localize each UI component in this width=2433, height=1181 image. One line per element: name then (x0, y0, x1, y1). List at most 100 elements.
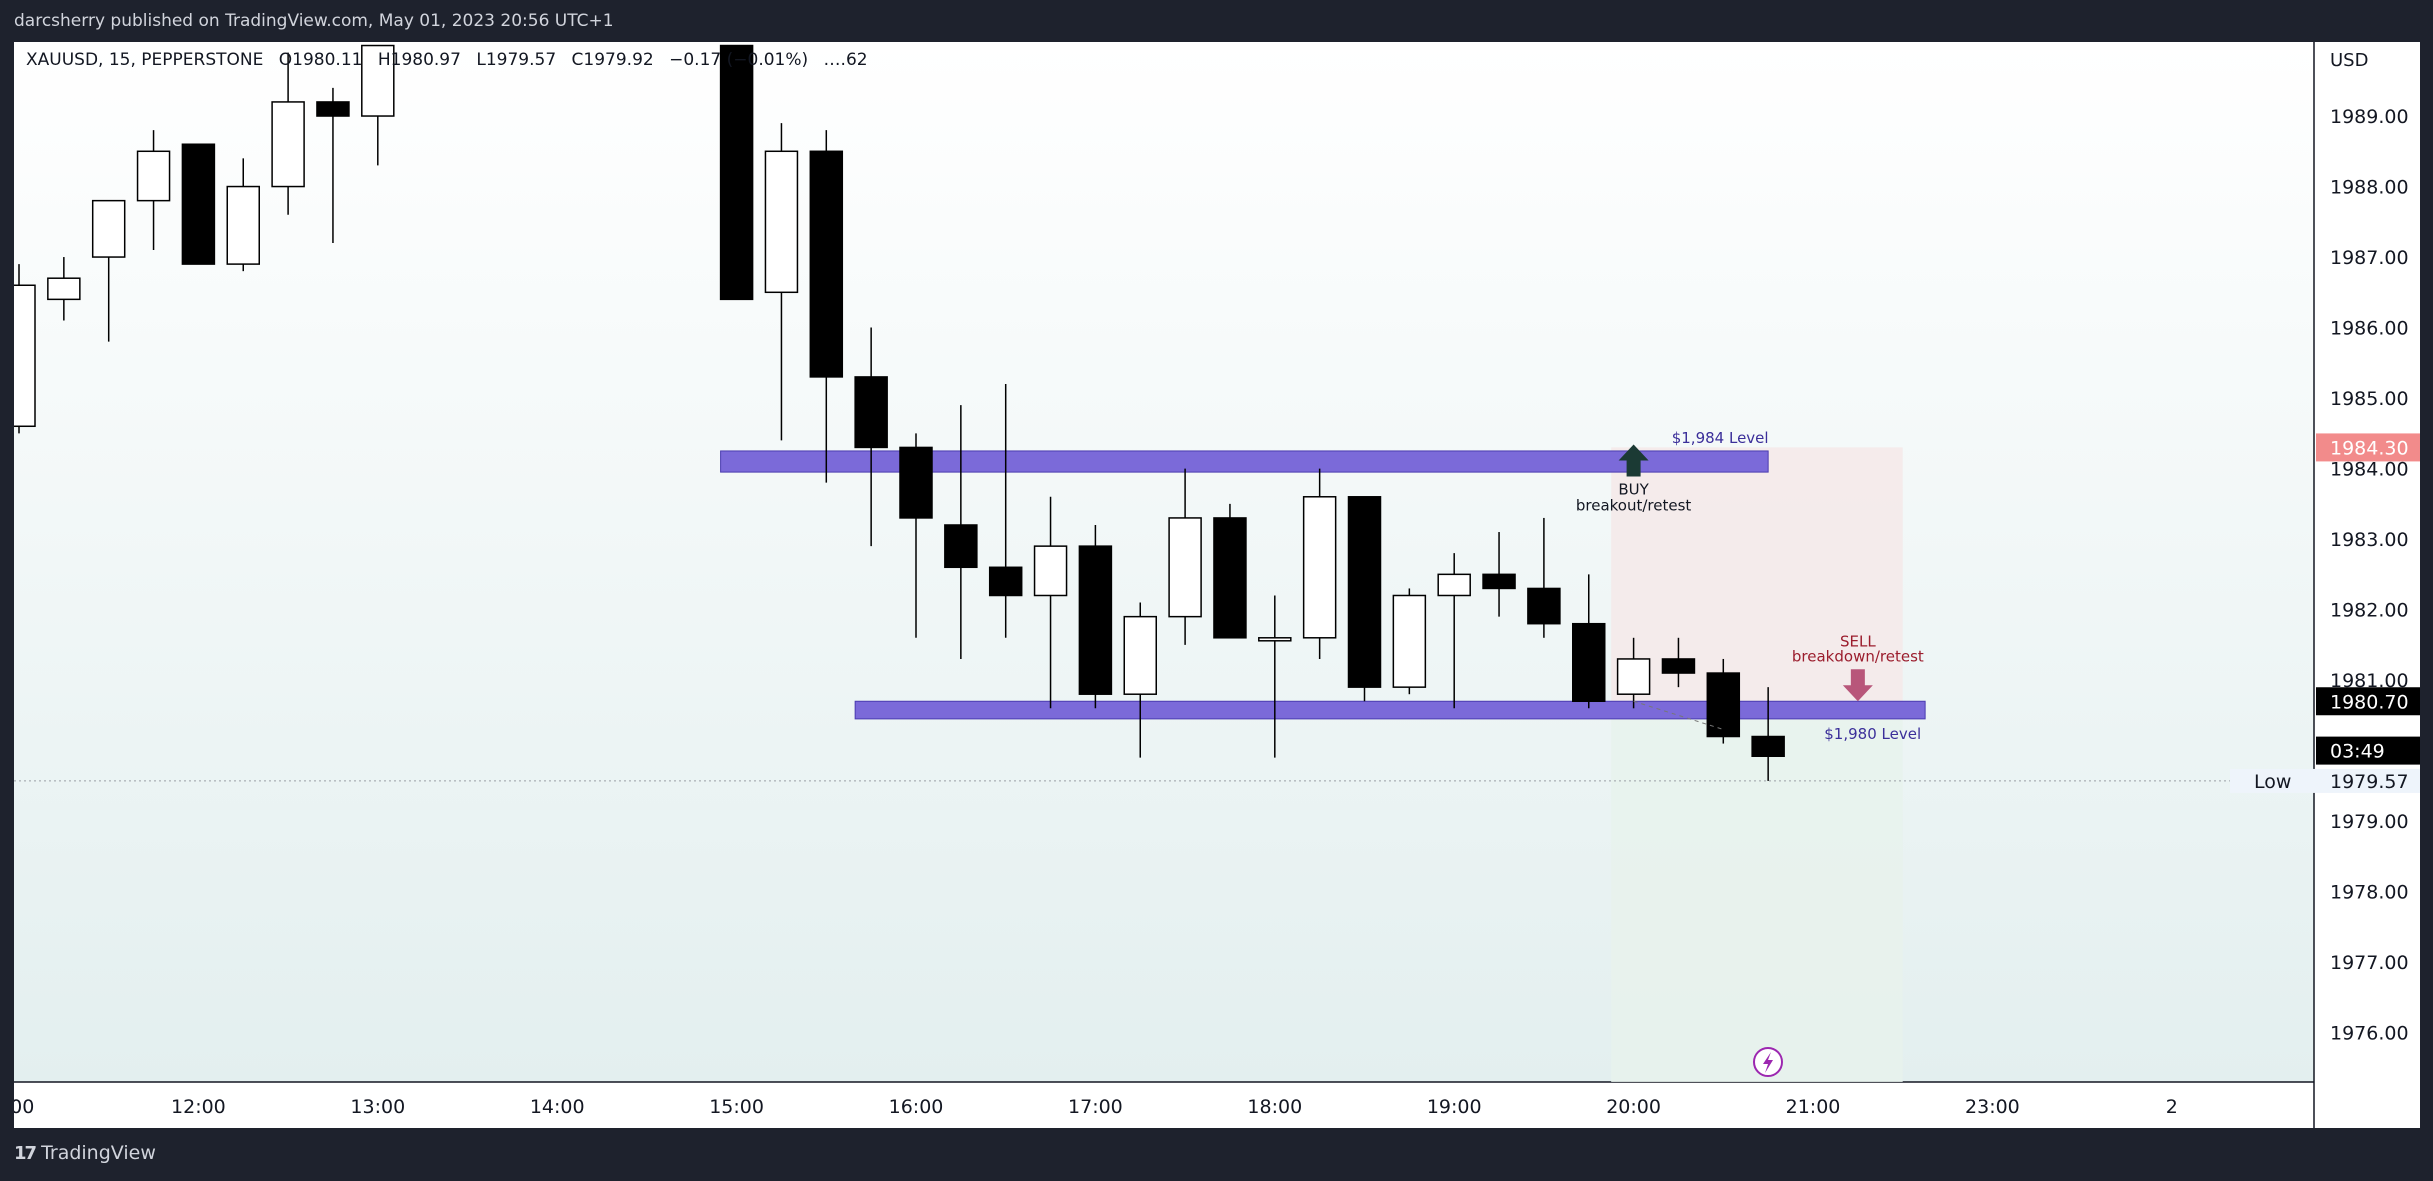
high-value: H1980.97 (377, 50, 461, 70)
candle (181, 143, 216, 265)
sell-label: SELL (1840, 632, 1876, 650)
tradingview-logo[interactable]: 17 TradingView (14, 1142, 156, 1164)
price-tick-label: 1986.00 (2330, 318, 2409, 340)
candle (809, 130, 844, 483)
candle (1078, 524, 1113, 709)
candle (1033, 496, 1068, 709)
level-label: $1,980 Level (1824, 725, 1921, 743)
price-axis[interactable]: USD 1976.001977.001978.001979.001980.001… (2230, 50, 2420, 1045)
candle (1168, 468, 1202, 645)
candle (1123, 602, 1157, 758)
candle (899, 433, 933, 638)
candle-body (1661, 658, 1696, 674)
candle-body (14, 284, 36, 428)
plot-background (14, 42, 2314, 1082)
symbol-legend[interactable]: XAUUSD, 15, PEPPERSTONE O1980.11 H1980.9… (26, 50, 878, 70)
time-tick-label: 14:00 (530, 1096, 585, 1118)
buy-sublabel: breakout/retest (1576, 496, 1692, 514)
chart-frame[interactable]: $1,984 Level $1,980 Level BUY breakout/ret… (14, 42, 2420, 1128)
candle (226, 158, 260, 272)
candle-body (361, 44, 395, 117)
price-badge (2316, 687, 2420, 716)
time-tick-label: 15:00 (709, 1096, 764, 1118)
price-tick-label: 1989.00 (2330, 106, 2409, 128)
open-value: O1980.11 (278, 50, 363, 70)
sell-arrow-icon (1842, 669, 1873, 702)
price-tick-label: 1987.00 (2330, 247, 2409, 269)
candle-body (719, 44, 754, 301)
candle-body (1033, 545, 1068, 597)
buy-label: BUY (1618, 480, 1649, 498)
price-tick-label: 1982.00 (2330, 600, 2409, 622)
brand-name: TradingView (41, 1142, 156, 1164)
candle (91, 199, 126, 342)
low-label: Low (2254, 771, 2291, 793)
candle-body (1482, 573, 1516, 590)
time-tick-label: 18:00 (1247, 1096, 1302, 1118)
level-bands[interactable]: $1,984 Level $1,980 Level (720, 429, 1926, 743)
time-axis-background (14, 1082, 2314, 1128)
candle (988, 383, 1023, 638)
candle (1482, 532, 1516, 617)
price-tick-label: 1985.00 (2330, 388, 2409, 410)
price-tick-label: 1977.00 (2330, 952, 2409, 974)
candle-body (1123, 615, 1157, 695)
candle (1751, 687, 1785, 781)
close-value: C1979.92 (571, 50, 654, 70)
bottom-bar: 17 TradingView (0, 1128, 2433, 1181)
candle (719, 44, 754, 301)
time-tick-label: :00 (14, 1096, 34, 1118)
candle (316, 87, 350, 243)
price-tick-label: 1981.00 (2330, 670, 2409, 692)
candle-body (136, 150, 171, 202)
position-zones (14, 447, 2314, 1082)
candle (1572, 574, 1606, 709)
candle-body (226, 185, 260, 265)
sell-sublabel: breakdown/retest (1792, 647, 1924, 665)
candle-body (1706, 672, 1741, 738)
candle-body (1572, 622, 1606, 703)
time-tick-label: 21:00 (1786, 1096, 1841, 1118)
low-value: L1979.57 (476, 50, 557, 70)
publish-info: darcsherry published on TradingView.com,… (14, 11, 614, 31)
candle-body (1078, 545, 1113, 695)
candle-body (854, 376, 888, 449)
candle-body (181, 143, 216, 265)
level-band[interactable] (854, 700, 1926, 720)
candle (271, 52, 305, 215)
candle-body (764, 150, 799, 294)
time-tick-label: 13:00 (350, 1096, 405, 1118)
candles (14, 44, 1785, 781)
price-tick-label: 1976.00 (2330, 1023, 2409, 1045)
candle-body (1527, 587, 1561, 625)
time-tick-label: 19:00 (1427, 1096, 1482, 1118)
price-axis-background (2314, 42, 2420, 1128)
currency-label: USD (2330, 50, 2368, 71)
level-label: $1,984 Level (1672, 429, 1769, 447)
candle (136, 130, 171, 250)
time-tick-label: 12:00 (171, 1096, 226, 1118)
candle (47, 257, 81, 321)
time-tick-label: 16:00 (889, 1096, 944, 1118)
candlestick-chart[interactable]: $1,984 Level $1,980 Level BUYbreakout/ret… (14, 42, 2420, 1128)
top-bar: darcsherry published on TradingView.com,… (0, 0, 2433, 42)
price-tick-label: 1984.00 (2330, 459, 2409, 481)
candle (1616, 637, 1651, 709)
candle (854, 327, 888, 547)
time-axis[interactable]: :00 12:00 13:00 14:00 15:00 16:00 17:00 18:00 19… (14, 1096, 2178, 1118)
tradingview-logo-icon: 17 (14, 1142, 37, 1164)
price-badge-label: 03:49 (2330, 741, 2385, 763)
symbol-name: XAUUSD, 15, PEPPERSTONE (26, 50, 264, 70)
buy-arrow-icon (1618, 444, 1649, 477)
alert-icon[interactable] (1753, 1047, 1783, 1077)
candle-body (944, 524, 978, 569)
candle-body (1347, 496, 1382, 688)
level-band[interactable] (720, 450, 1769, 473)
candle (1661, 637, 1696, 688)
candle-body (988, 566, 1023, 597)
price-tick-label: 1979.00 (2330, 811, 2409, 833)
time-tick-label: 2 (2166, 1096, 2178, 1118)
target-zone (1611, 447, 1903, 702)
candle-body (1168, 517, 1202, 618)
